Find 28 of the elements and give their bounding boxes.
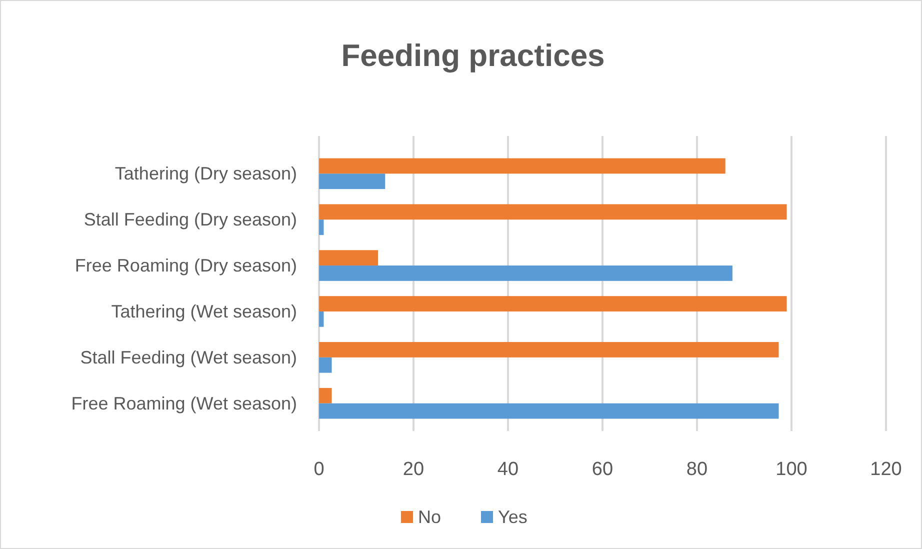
x-tick-label: 40 bbox=[497, 459, 519, 480]
bar bbox=[319, 296, 787, 312]
x-tick-label: 20 bbox=[402, 459, 424, 480]
y-tick-label: Tathering (Dry season) bbox=[114, 164, 297, 184]
bar bbox=[319, 250, 378, 266]
bar bbox=[319, 388, 332, 404]
y-tick-label: Free Roaming (Dry season) bbox=[74, 256, 297, 276]
chart-title: Feeding practices bbox=[341, 38, 605, 73]
bar bbox=[319, 311, 324, 327]
x-tick-label: 0 bbox=[314, 459, 324, 480]
bar bbox=[319, 204, 787, 220]
bar bbox=[319, 342, 779, 358]
y-tick-label: Tathering (Wet season) bbox=[111, 301, 297, 322]
x-tick-label: 60 bbox=[592, 459, 614, 480]
bar bbox=[319, 266, 732, 281]
bar bbox=[319, 220, 324, 235]
legend-label: Yes bbox=[498, 507, 528, 527]
y-tick-label: Stall Feeding (Dry season) bbox=[84, 210, 297, 230]
x-tick-label: 100 bbox=[776, 459, 808, 480]
x-tick-label: 120 bbox=[870, 459, 902, 480]
x-tick-label: 80 bbox=[686, 459, 708, 480]
y-tick-label: Free Roaming (Wet season) bbox=[71, 393, 297, 414]
legend-label: No bbox=[418, 507, 442, 527]
y-tick-label: Stall Feeding (Wet season) bbox=[80, 347, 297, 368]
bar bbox=[319, 403, 779, 419]
bar bbox=[319, 357, 332, 373]
bar bbox=[319, 174, 386, 190]
bar bbox=[319, 158, 726, 174]
